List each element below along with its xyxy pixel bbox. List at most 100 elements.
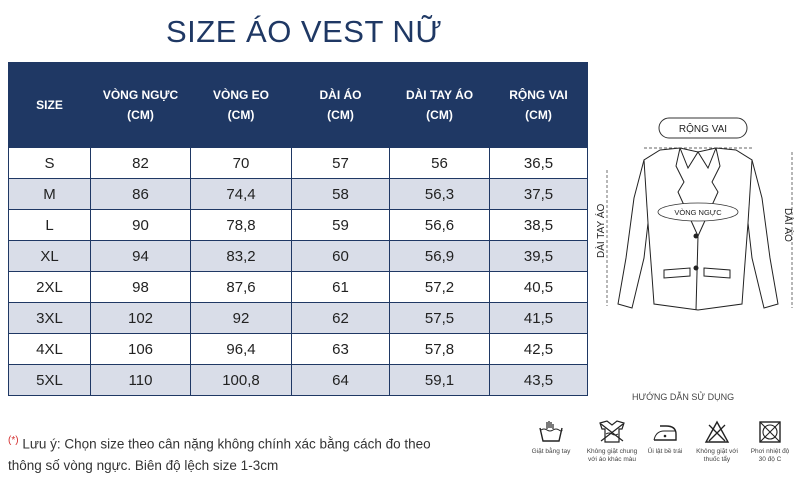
cell-waist: 83,2 [190, 240, 292, 272]
cell-shoulder: 40,5 [489, 271, 588, 303]
size-table: SIZE VÒNG NGỰC (CM) VÒNG EO (CM) DÀI ÁO (CM… [8, 62, 588, 396]
cell-size: 5XL [8, 364, 91, 396]
cell-shoulder: 39,5 [489, 240, 588, 272]
care-item-dry: Phơi nhiệt độ 30 độ C [738, 420, 800, 464]
button-top [693, 233, 699, 239]
cell-shoulder: 42,5 [489, 333, 588, 365]
cell-shoulder: 36,5 [489, 147, 588, 179]
header-length: DÀI ÁO (CM) [291, 62, 390, 148]
cell-sleeve: 57,5 [389, 302, 490, 334]
cell-sleeve: 57,8 [389, 333, 490, 365]
cell-length: 59 [291, 209, 390, 241]
care-item-no-bleach: Không giặt với thuốc tẩy [685, 420, 749, 464]
cell-size: 2XL [8, 271, 91, 303]
cell-length: 63 [291, 333, 390, 365]
hand-wash-icon [539, 421, 563, 442]
cell-length: 60 [291, 240, 390, 272]
cell-sleeve: 56,3 [389, 178, 490, 210]
cell-chest: 94 [90, 240, 191, 272]
usage-title: HƯỚNG DẪN SỬ DỤNG [632, 392, 735, 402]
cell-length: 61 [291, 271, 390, 303]
note-line-2: thông số vòng ngực. Biên độ lệch size 1-… [8, 457, 279, 473]
jacket-measurement-diagram: RỘNG VAI VÒNG NGỰC DÀI TAY ÁO DÀI ÁO [594, 117, 795, 311]
cell-size: M [8, 178, 91, 210]
cell-length: 62 [291, 302, 390, 334]
dry-30c-icon [759, 421, 781, 443]
care-label: Không giặt với [696, 448, 738, 455]
header-waist: VÒNG EO (CM) [190, 62, 292, 148]
iron-inside-out-icon [653, 425, 677, 441]
cell-waist: 92 [190, 302, 292, 334]
care-label: Không giặt chung [586, 448, 638, 455]
cell-size: 4XL [8, 333, 91, 365]
care-label: với áo khác màu [588, 456, 636, 463]
cell-length: 58 [291, 178, 390, 210]
cell-shoulder: 43,5 [489, 364, 588, 396]
cell-waist: 96,4 [190, 333, 292, 365]
cell-sleeve: 56 [389, 147, 490, 179]
cell-length: 64 [291, 364, 390, 396]
table-row: L 90 78,8 59 56,6 38,5 [8, 209, 588, 241]
care-item-iron: Ủi lật bề trái [633, 420, 697, 456]
table-row: 3XL 102 92 62 57,5 41,5 [8, 302, 588, 334]
pocket-left [663, 267, 691, 279]
page-title: SIZE ÁO VEST NỮ [166, 14, 443, 49]
table-row: XL 94 83,2 60 56,9 39,5 [8, 240, 588, 272]
care-label: thuốc tẩy [703, 456, 731, 463]
care-label: Ủi lật bề trái [647, 448, 683, 455]
button-bottom [693, 265, 699, 271]
header-chest: VÒNG NGỰC (CM) [90, 62, 191, 148]
shoulder-label-box [658, 117, 748, 139]
cell-waist: 74,4 [190, 178, 292, 210]
cell-waist: 78,8 [190, 209, 292, 241]
cell-sleeve: 56,9 [389, 240, 490, 272]
cell-chest: 106 [90, 333, 191, 365]
chest-label-box [657, 202, 739, 222]
cell-chest: 86 [90, 178, 191, 210]
cell-shoulder: 41,5 [489, 302, 588, 334]
jacket-outline [617, 147, 779, 311]
header-shoulder: RỘNG VAI (CM) [489, 62, 588, 148]
cell-length: 57 [291, 147, 390, 179]
cell-shoulder: 37,5 [489, 178, 588, 210]
cell-chest: 90 [90, 209, 191, 241]
cell-chest: 110 [90, 364, 191, 396]
table-row: 4XL 106 96,4 63 57,8 42,5 [8, 333, 588, 365]
care-label: Phơi nhiệt độ [750, 448, 790, 455]
cell-size: S [8, 147, 91, 179]
pocket-right [703, 267, 731, 279]
table-row: 5XL 110 100,8 64 59,1 43,5 [8, 364, 588, 396]
header-sleeve: DÀI TAY ÁO (CM) [389, 62, 490, 148]
note-line-1: Lưu ý: Chọn size theo cân nặng không chí… [22, 436, 431, 452]
no-bleach-icon [704, 420, 730, 443]
cell-size: L [8, 209, 91, 241]
size-note: (*) Lưu ý: Chọn size theo cân nặng không… [8, 430, 508, 476]
cell-chest: 102 [90, 302, 191, 334]
cell-sleeve: 57,2 [389, 271, 490, 303]
cell-chest: 98 [90, 271, 191, 303]
cell-waist: 100,8 [190, 364, 292, 396]
care-label: 30 độ C [758, 456, 782, 463]
cell-waist: 70 [190, 147, 292, 179]
table-row: 2XL 98 87,6 61 57,2 40,5 [8, 271, 588, 303]
care-label: Giặt bằng tay [531, 448, 571, 455]
chest-label: VÒNG NGỰC [674, 208, 722, 217]
note-marker: (*) [8, 435, 19, 446]
header-size: SIZE [8, 62, 91, 148]
length-label: DÀI ÁO [782, 208, 795, 242]
cell-shoulder: 38,5 [489, 209, 588, 241]
sleeve-label: DÀI TAY ÁO [594, 204, 607, 258]
care-item-wash-separately: Không giặt chung với áo khác màu [580, 420, 644, 464]
jacket-lapel-left [675, 147, 699, 237]
cell-size: 3XL [8, 302, 91, 334]
jacket-lapel-right [697, 147, 721, 237]
cell-size: XL [8, 240, 91, 272]
cell-sleeve: 56,6 [389, 209, 490, 241]
shoulder-label: RỘNG VAI [679, 122, 727, 135]
cell-waist: 87,6 [190, 271, 292, 303]
table-header-row: SIZE VÒNG NGỰC (CM) VÒNG EO (CM) DÀI ÁO (CM… [8, 62, 588, 148]
table-row: M 86 74,4 58 56,3 37,5 [8, 178, 588, 210]
care-item-hand-wash: Giặt bằng tay [519, 420, 583, 456]
table-row: S 82 70 57 56 36,5 [8, 147, 588, 179]
cell-chest: 82 [90, 147, 191, 179]
